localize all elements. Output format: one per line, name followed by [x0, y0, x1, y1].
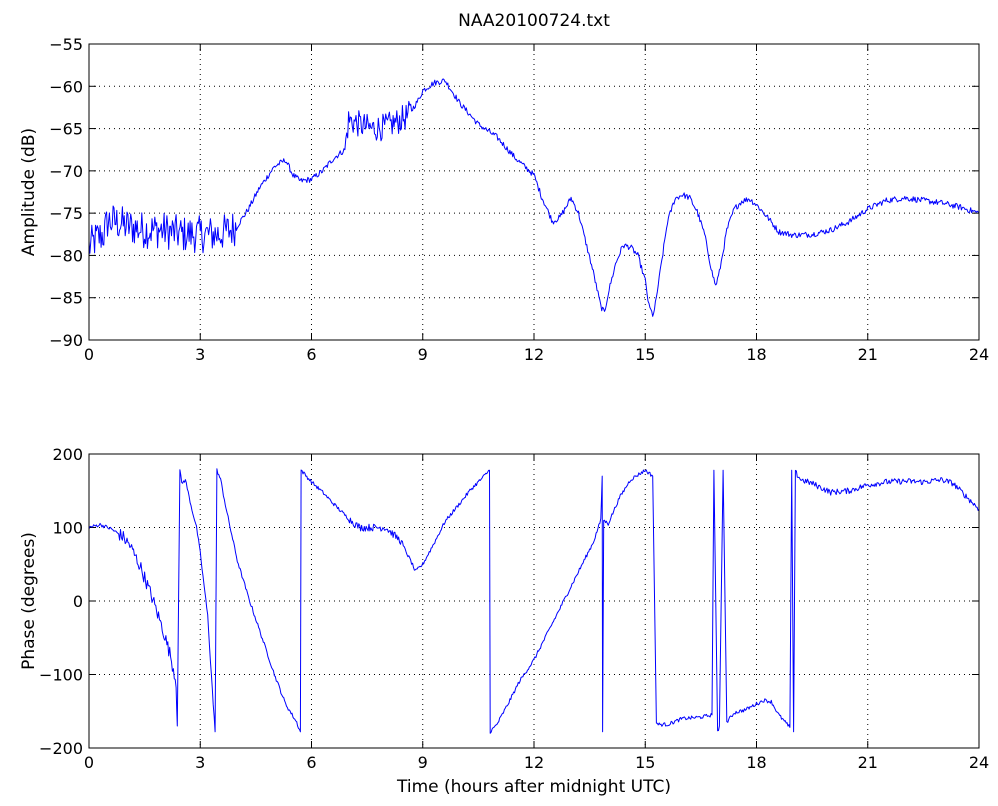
amplitude-panel: 0 3 6 9 12 15 18 21 24 −90 −85 −80 −75 −70 −65 −60 −55 A…	[19, 35, 989, 364]
x-tick-label: 21	[858, 753, 878, 772]
y-tick-label: −200	[39, 739, 83, 758]
x-tick-label: 9	[418, 345, 428, 364]
x-tick-label: 3	[195, 753, 205, 772]
x-tick-label: 9	[418, 753, 428, 772]
phase-panel: 0 3 6 9 12 15 18 21 24 −200 −100 0 100 200 Phase (deg…	[19, 445, 989, 797]
y-tick-label: −70	[49, 162, 83, 181]
y-tick-label: 100	[52, 519, 83, 538]
x-tick-label: 0	[84, 345, 94, 364]
x-tick-label: 12	[524, 345, 544, 364]
y-tick-label: −65	[49, 120, 83, 139]
y-tick-label: 0	[73, 592, 83, 611]
phase-tick-labels: 0 3 6 9 12 15 18 21 24 −200 −100 0 100 200	[39, 445, 989, 772]
y-tick-label: −75	[49, 204, 83, 223]
x-tick-label: 15	[635, 753, 655, 772]
phase-grid	[89, 454, 979, 748]
y-tick-label: −100	[39, 666, 83, 685]
x-tick-label: 6	[306, 753, 316, 772]
phase-x-axis-label: Time (hours after midnight UTC)	[396, 777, 671, 797]
amplitude-axes-frame	[89, 44, 979, 340]
x-tick-label: 15	[635, 345, 655, 364]
y-tick-label: −90	[49, 331, 83, 350]
chart-title: NAA20100724.txt	[458, 11, 610, 31]
amplitude-y-axis-label: Amplitude (dB)	[19, 128, 39, 256]
x-tick-label: 0	[84, 753, 94, 772]
y-tick-label: −85	[49, 289, 83, 308]
figure: NAA20100724.txt 0 3 6 9 12 15 18 21 24 −90 −85 −80 −…	[0, 0, 998, 806]
y-tick-label: 200	[52, 445, 83, 464]
x-tick-label: 24	[969, 753, 989, 772]
x-tick-label: 3	[195, 345, 205, 364]
y-tick-label: −60	[49, 77, 83, 96]
y-tick-label: −80	[49, 246, 83, 265]
x-tick-label: 12	[524, 753, 544, 772]
x-tick-label: 18	[746, 753, 766, 772]
amplitude-tick-labels: 0 3 6 9 12 15 18 21 24 −90 −85 −80 −75 −70 −65 −60 −55	[49, 35, 989, 364]
x-tick-label: 24	[969, 345, 989, 364]
x-tick-label: 18	[746, 345, 766, 364]
phase-y-axis-label: Phase (degrees)	[19, 532, 39, 670]
amplitude-grid	[89, 44, 979, 340]
x-tick-label: 6	[306, 345, 316, 364]
x-tick-label: 21	[858, 345, 878, 364]
y-tick-label: −55	[49, 35, 83, 54]
